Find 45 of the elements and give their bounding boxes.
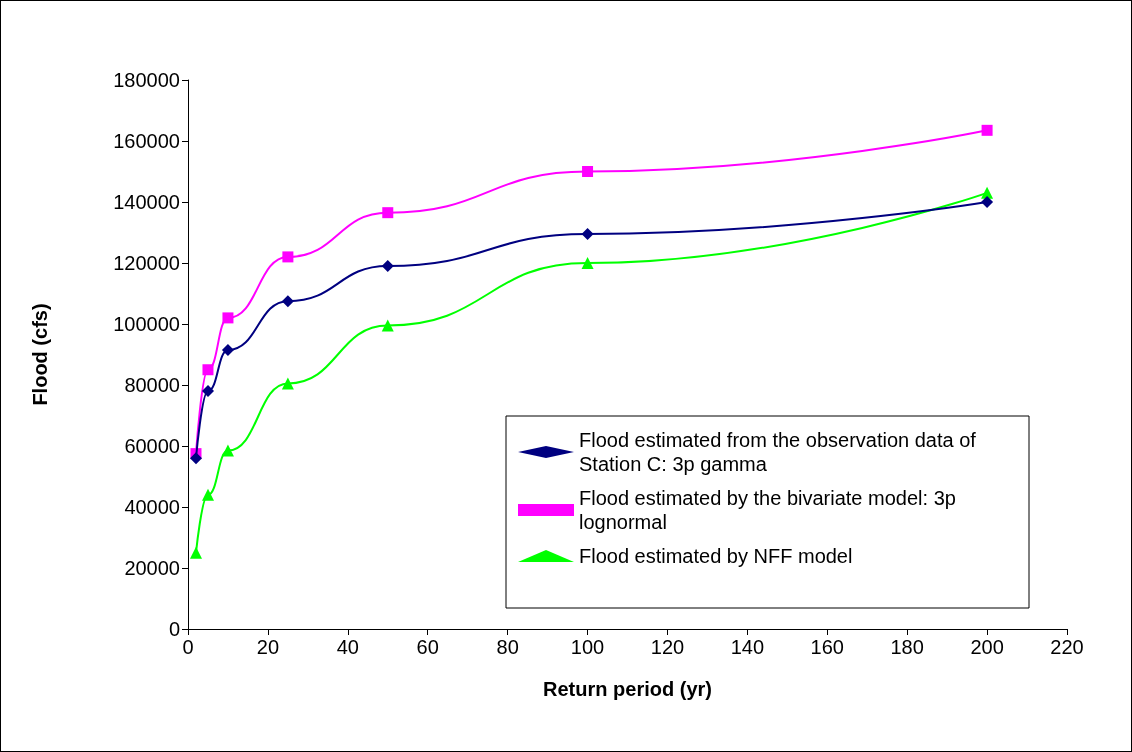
y-tick-label: 180000 xyxy=(113,69,180,91)
point xyxy=(189,452,202,465)
point xyxy=(381,319,394,332)
x-tick-label: 200 xyxy=(970,636,1004,658)
x-tick-label: 40 xyxy=(336,636,359,658)
point xyxy=(202,364,214,376)
point xyxy=(201,488,214,501)
x-axis-title: Return period (yr) xyxy=(543,678,712,700)
y-axis-title: Flood (cfs) xyxy=(29,303,51,406)
y-tick-label: 40000 xyxy=(124,496,180,518)
point xyxy=(381,260,394,273)
y-tick-label: 60000 xyxy=(124,435,180,457)
y-tick-label: 20000 xyxy=(124,557,180,579)
x-tick-label: 160 xyxy=(810,636,844,658)
legend-label: Flood estimated from the observation data of Station C: 3p gamma xyxy=(579,429,982,475)
point xyxy=(582,166,594,177)
x-tick-label: 120 xyxy=(650,636,685,658)
y-tick-label: 120000 xyxy=(113,252,180,274)
point xyxy=(222,312,234,324)
point xyxy=(981,124,993,136)
x-tick-label: 20 xyxy=(256,636,280,658)
point xyxy=(382,207,394,219)
y-tick-label: 160000 xyxy=(113,130,180,152)
x-tick-label: 140 xyxy=(730,636,765,658)
point xyxy=(221,343,234,356)
point xyxy=(282,251,294,263)
point xyxy=(581,257,594,269)
x-tick-label: 220 xyxy=(1050,636,1084,658)
y-tick-label: 80000 xyxy=(124,374,180,396)
y-tick-label: 100000 xyxy=(113,313,180,335)
y-tick-label: 0 xyxy=(168,618,180,640)
x-tick-label: 80 xyxy=(496,636,519,658)
x-tick-label: 180 xyxy=(890,636,924,658)
legend-label: Flood estimated by NFF model xyxy=(579,545,853,567)
point xyxy=(281,377,294,390)
x-tick-label: 0 xyxy=(182,636,194,658)
point xyxy=(581,228,594,241)
x-tick-label: 60 xyxy=(416,636,439,658)
point xyxy=(281,295,294,308)
legend-label: Flood estimated by the bivariate model: 3p lognormal xyxy=(579,487,962,533)
y-tick-label: 140000 xyxy=(113,191,180,213)
x-tick-label: 100 xyxy=(570,636,605,658)
point xyxy=(201,385,214,398)
point xyxy=(189,546,202,559)
point xyxy=(981,196,994,208)
